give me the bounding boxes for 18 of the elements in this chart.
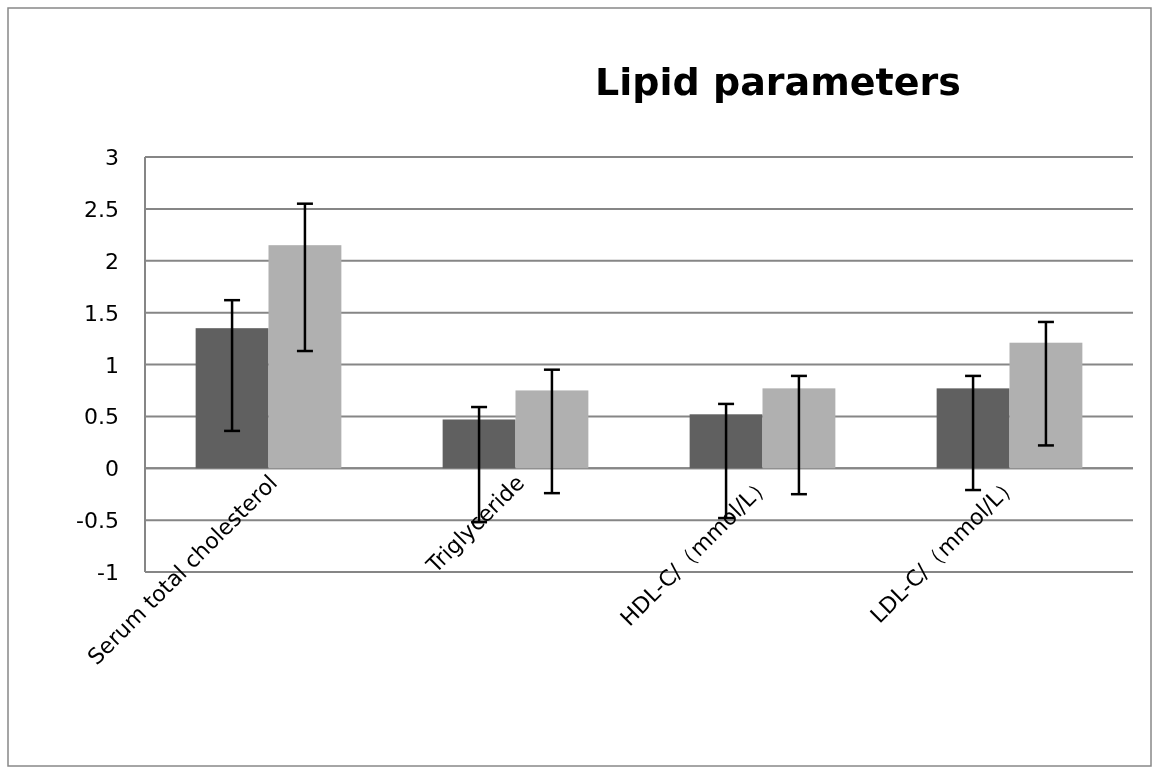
y-tick-label: -0.5	[76, 508, 119, 534]
y-tick-label: 2.5	[84, 196, 119, 222]
bar	[515, 390, 589, 469]
bar	[689, 414, 763, 469]
y-tick-label: 0.5	[84, 404, 119, 430]
y-tick-label: 0	[105, 456, 119, 482]
y-tick-label: -1	[97, 560, 119, 585]
bar	[268, 245, 342, 469]
bar	[1009, 342, 1083, 469]
y-tick-label: 1.5	[84, 300, 119, 326]
bar	[762, 388, 836, 469]
y-tick-label: 1	[105, 352, 119, 378]
bar	[442, 419, 516, 469]
bar	[195, 328, 269, 469]
y-tick-label: 3	[105, 145, 119, 170]
y-tick-label: 2	[105, 248, 119, 274]
bar	[936, 388, 1010, 469]
chart-title: Lipid parameters	[595, 60, 961, 104]
